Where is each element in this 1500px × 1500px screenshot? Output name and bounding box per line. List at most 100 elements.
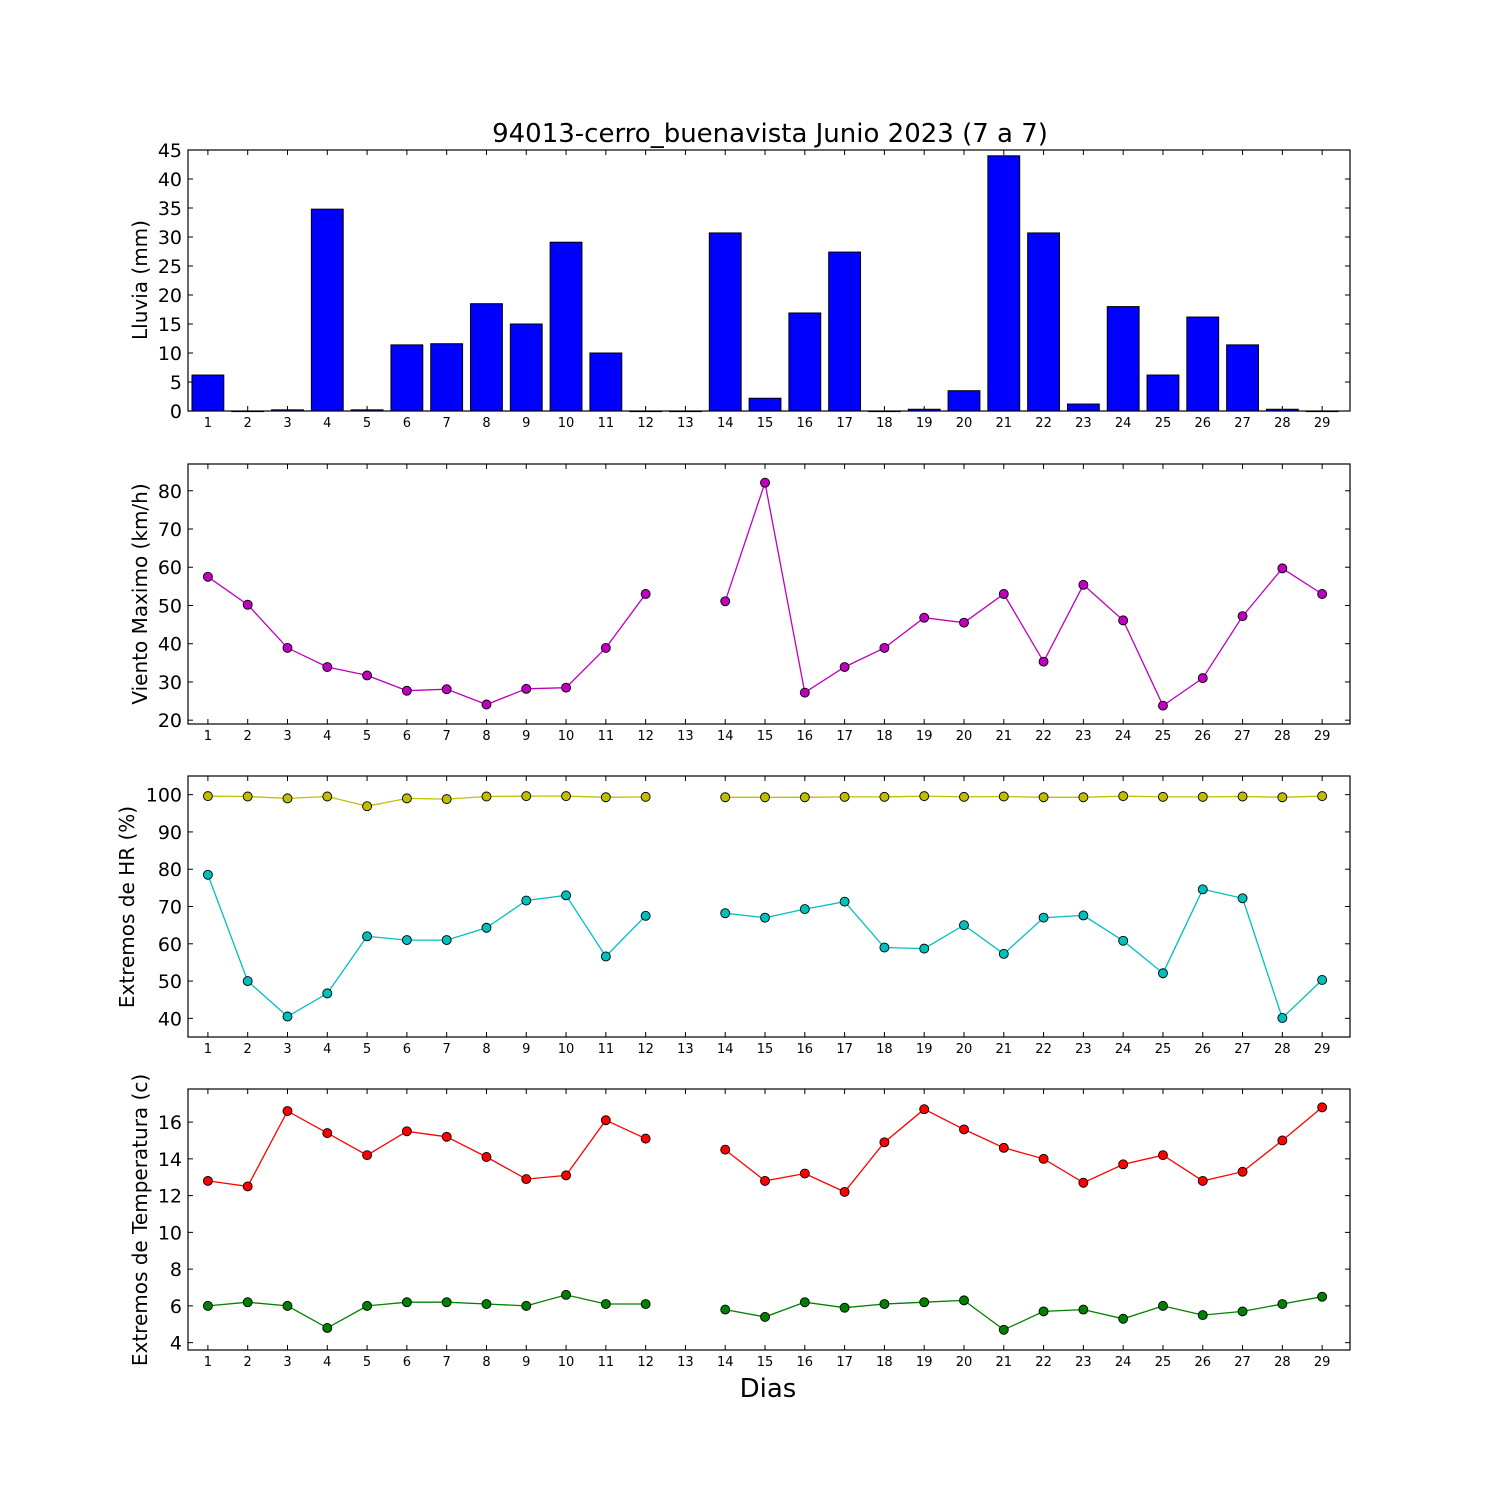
- point-day-1: [202, 869, 213, 880]
- point-day-7: [441, 1297, 452, 1308]
- x-tick-label: 1: [204, 1355, 212, 1370]
- point-day-3: [282, 793, 293, 804]
- x-tick-label: 10: [558, 1355, 575, 1370]
- point-day-4: [322, 988, 333, 999]
- x-tick-label: 18: [876, 729, 893, 744]
- point-day-1: [202, 571, 213, 582]
- x-tick-label: 5: [363, 1355, 371, 1370]
- x-tick-label: 13: [677, 1355, 694, 1370]
- point-day-27: [1237, 893, 1248, 904]
- point-day-20: [959, 1295, 969, 1306]
- point-day-27: [1237, 1306, 1248, 1317]
- y-tick-label: 12: [158, 1186, 182, 1208]
- point-day-12: [640, 910, 651, 921]
- point-day-12: [640, 1133, 651, 1144]
- point-day-21: [998, 791, 1009, 802]
- x-tick-label: 11: [598, 729, 615, 744]
- bar-day-1: [191, 374, 225, 412]
- bar-day-18: [867, 410, 901, 413]
- x-tick-label: 5: [363, 416, 371, 431]
- point-day-26: [1197, 1175, 1208, 1186]
- point-day-27: [1237, 1166, 1248, 1177]
- x-tick-label: 21: [996, 729, 1013, 744]
- point-day-29: [1317, 1291, 1328, 1302]
- x-tick-label: 9: [522, 1042, 530, 1057]
- y-tick-label: 45: [158, 140, 182, 162]
- point-day-26: [1197, 1310, 1208, 1321]
- point-day-7: [441, 1131, 452, 1142]
- x-tick-label: 29: [1314, 729, 1331, 744]
- point-day-28: [1277, 1013, 1288, 1023]
- x-tick-label: 7: [443, 729, 451, 744]
- bar-day-15: [748, 397, 782, 412]
- y-tick-label: 6: [170, 1296, 182, 1318]
- point-day-6: [401, 793, 412, 804]
- point-day-24: [1118, 1159, 1129, 1170]
- point-day-16: [799, 687, 810, 698]
- point-day-20: [959, 1124, 969, 1135]
- x-tick-label: 26: [1194, 1042, 1211, 1057]
- point-day-5: [362, 1150, 373, 1161]
- point-day-12: [640, 791, 651, 802]
- x-tick-label: 3: [283, 416, 291, 431]
- x-tick-label: 9: [522, 729, 530, 744]
- point-day-8: [481, 1299, 492, 1309]
- point-day-9: [521, 791, 532, 802]
- ylabel-viento: Viento Maximo (km/h): [128, 483, 152, 704]
- x-tick-label: 26: [1194, 1355, 1211, 1370]
- x-tick-label: 20: [956, 416, 973, 431]
- point-day-4: [322, 1128, 333, 1139]
- point-day-10: [561, 1289, 571, 1300]
- y-tick-label: 80: [158, 481, 182, 503]
- point-day-24: [1118, 935, 1129, 946]
- x-tick-label: 26: [1194, 729, 1211, 744]
- x-tick-label: 12: [637, 416, 654, 431]
- y-tick-label: 30: [158, 227, 182, 249]
- x-tick-label: 22: [1035, 729, 1052, 744]
- x-tick-label: 2: [244, 729, 252, 744]
- y-tick-label: 4: [170, 1333, 182, 1355]
- x-tick-label: 27: [1234, 1355, 1251, 1370]
- point-day-15: [760, 912, 770, 923]
- point-day-16: [799, 1297, 810, 1308]
- x-tick-label: 27: [1234, 729, 1251, 744]
- bar-day-17: [828, 251, 862, 412]
- x-tick-label: 24: [1115, 416, 1132, 431]
- bar-day-3: [271, 409, 304, 412]
- point-day-24: [1118, 615, 1129, 626]
- x-tick-label: 23: [1075, 729, 1092, 744]
- plot-frame: [187, 1088, 1351, 1351]
- x-tick-label: 21: [996, 1042, 1013, 1057]
- x-tick-label: 19: [916, 416, 933, 431]
- x-tick-label: 4: [323, 1355, 331, 1370]
- point-day-1: [202, 1175, 213, 1186]
- bar-day-14: [708, 232, 742, 412]
- point-day-10: [561, 1170, 571, 1181]
- point-day-15: [760, 792, 770, 803]
- bar-day-20: [947, 390, 981, 412]
- point-day-27: [1237, 611, 1248, 622]
- point-day-8: [481, 791, 492, 802]
- point-day-11: [600, 1299, 611, 1309]
- point-day-16: [799, 904, 810, 915]
- point-day-21: [998, 1324, 1009, 1335]
- x-tick-label: 14: [717, 416, 734, 431]
- point-day-11: [600, 951, 611, 962]
- y-tick-label: 16: [158, 1112, 182, 1134]
- x-tick-label: 14: [717, 1355, 734, 1370]
- bar-day-23: [1066, 403, 1100, 412]
- point-day-10: [561, 682, 571, 693]
- x-tick-label: 6: [403, 1042, 411, 1057]
- panel-viento: Viento Maximo (km/h) 1 2 3 4 5 6 7 8 9 10 11 12 13 14…: [128, 463, 1351, 744]
- y-tick-label: 70: [158, 519, 182, 541]
- x-tick-label: 16: [797, 416, 814, 431]
- y-tick-label: 25: [158, 256, 182, 278]
- point-day-2: [242, 976, 253, 987]
- x-tick-label: 22: [1035, 1042, 1052, 1057]
- x-tick-label: 2: [244, 416, 252, 431]
- bar-day-19: [907, 408, 941, 412]
- point-day-3: [282, 1011, 293, 1022]
- point-day-22: [1038, 656, 1049, 667]
- x-tick-label: 8: [482, 1042, 490, 1057]
- y-tick-label: 20: [158, 285, 182, 307]
